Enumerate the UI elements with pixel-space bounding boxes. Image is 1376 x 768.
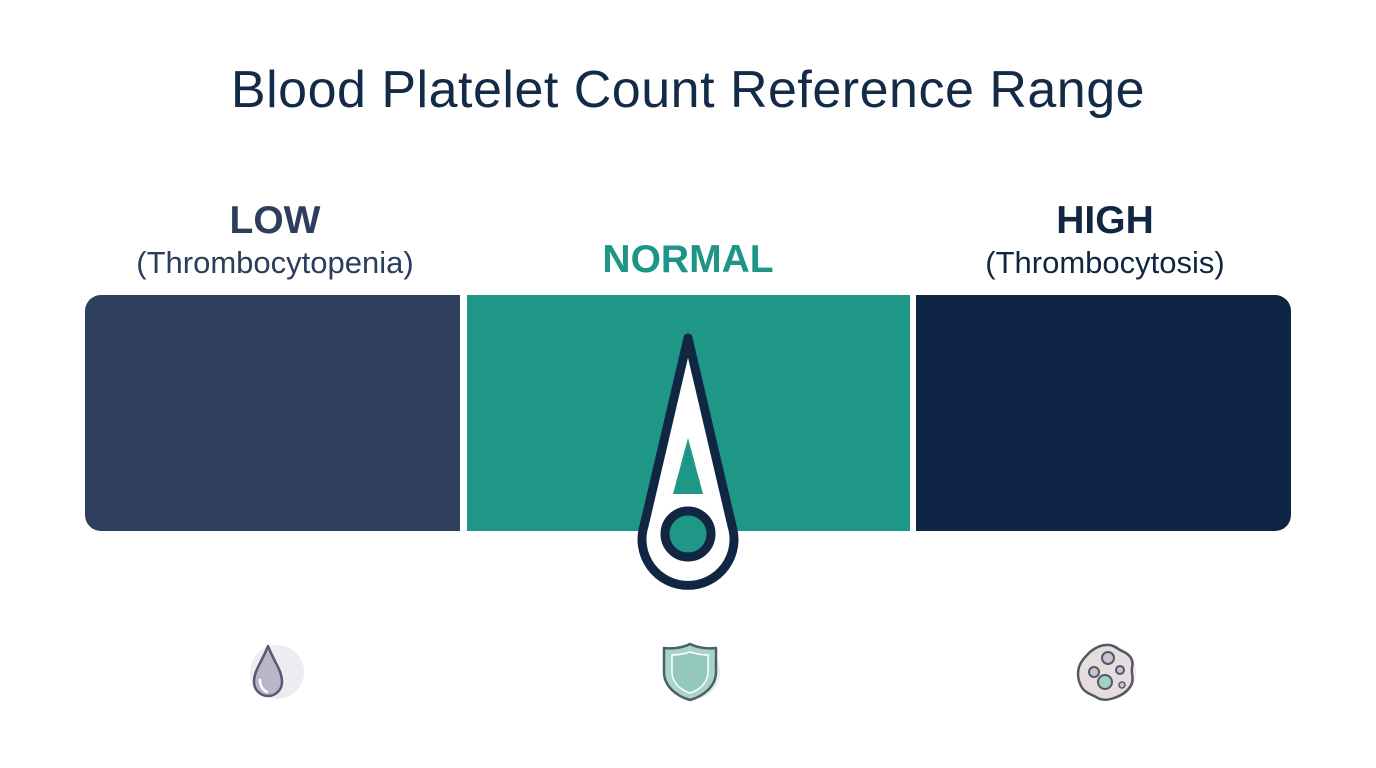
low-range-segment — [85, 295, 460, 531]
low-sublabel: (Thrombocytopenia) — [136, 245, 414, 280]
diagram-title: Blood Platelet Count Reference Range — [230, 61, 1146, 119]
low-label: LOW — [229, 199, 321, 242]
high-range-segment — [916, 295, 1291, 531]
indicator-needle-icon — [637, 333, 739, 590]
normal-range-label: NORMAL — [488, 238, 888, 282]
shield-icon — [662, 642, 720, 702]
high-label: HIGH — [1056, 199, 1154, 242]
high-sublabel: (Thrombocytosis) — [985, 245, 1225, 280]
high-range-label: HIGH (Thrombocytosis) — [930, 199, 1280, 283]
water-drop-icon — [250, 644, 304, 699]
normal-label: NORMAL — [602, 238, 774, 281]
low-range-label: LOW (Thrombocytopenia) — [100, 199, 450, 283]
cell-icon — [1076, 643, 1136, 701]
